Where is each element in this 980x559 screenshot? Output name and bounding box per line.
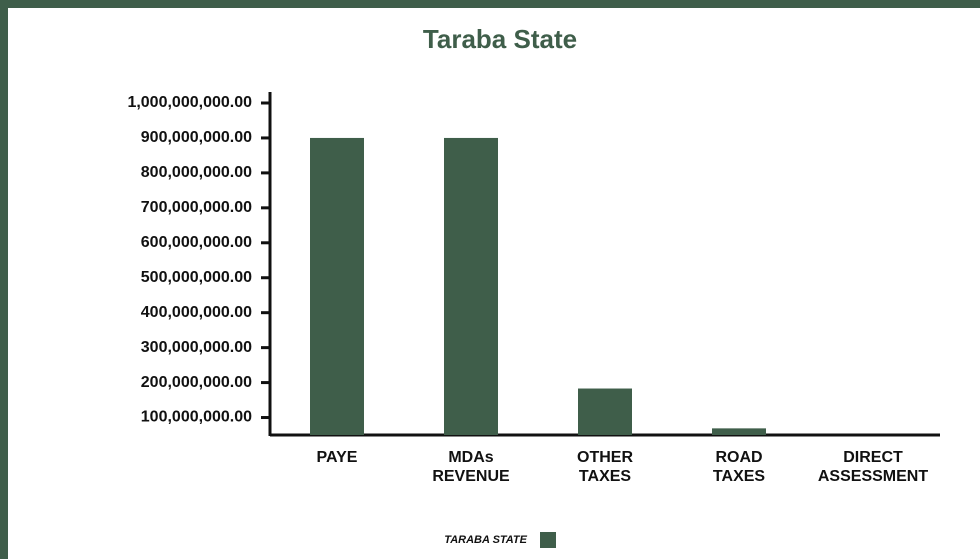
- bar: [310, 137, 364, 435]
- x-tick-label: ROAD TAXES: [712, 449, 766, 485]
- y-tick-label: 700,000,000.00: [141, 199, 252, 216]
- x-tick-label: MDAs REVENUE: [432, 449, 510, 485]
- chart-title: Taraba State: [423, 24, 577, 54]
- bar: [578, 388, 632, 435]
- x-tick-label: DIRECT ASSESSMENT: [817, 449, 929, 485]
- y-tick-label: 1,000,000,000.00: [127, 94, 252, 111]
- bar: [712, 428, 766, 435]
- y-tick-label: 500,000,000.00: [141, 269, 252, 286]
- y-tick-label: 900,000,000.00: [141, 129, 252, 146]
- y-tick-label: 100,000,000.00: [141, 409, 252, 426]
- y-tick-label: 300,000,000.00: [141, 339, 252, 356]
- legend-label: TARABA STATE: [444, 534, 527, 546]
- x-tick-label: PAYE: [316, 449, 358, 466]
- y-tick-label: 800,000,000.00: [141, 164, 252, 181]
- legend-swatch: [540, 532, 556, 548]
- bar: [444, 137, 498, 435]
- x-tick-label: OTHER TAXES: [577, 449, 633, 485]
- y-tick-label: 200,000,000.00: [141, 374, 252, 391]
- y-tick-label: 600,000,000.00: [141, 234, 252, 251]
- y-tick-label: 400,000,000.00: [141, 304, 252, 321]
